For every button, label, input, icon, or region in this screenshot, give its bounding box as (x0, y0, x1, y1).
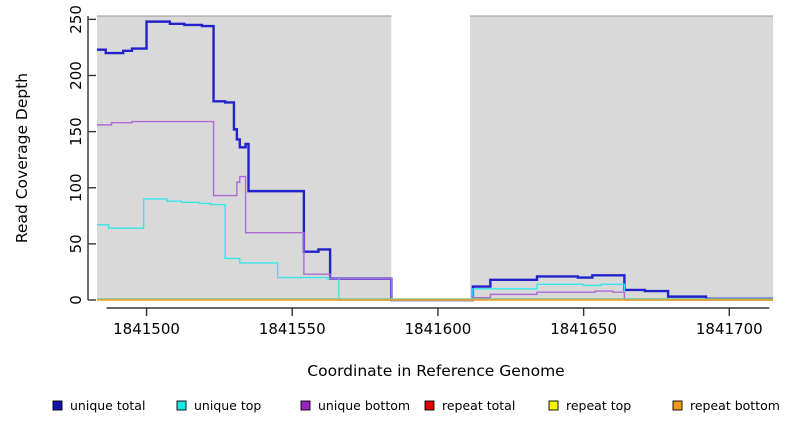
legend-swatch-unique-top (176, 400, 187, 411)
y-tick-label: 50 (67, 234, 85, 253)
y-tick-label: 0 (67, 295, 85, 305)
x-tick-label: 1841500 (113, 320, 180, 338)
legend-swatch-unique-total (52, 400, 63, 411)
x-tick-label: 1841700 (696, 320, 763, 338)
legend: unique total unique top unique bottom repea… (52, 398, 780, 413)
series-unique-top (97, 198, 773, 301)
legend-label-repeat-bottom: repeat bottom (690, 398, 780, 413)
x-tick-label: 1841600 (405, 320, 472, 338)
x-tick-label: 1841650 (550, 320, 617, 338)
legend-swatch-unique-bottom (300, 400, 311, 411)
repeat-region-left (97, 16, 392, 300)
legend-label-unique-bottom: unique bottom (318, 398, 410, 413)
legend-label-repeat-top: repeat top (566, 398, 631, 413)
y-axis-title: Read Coverage Depth (13, 73, 31, 243)
x-tick-label: 1841550 (259, 320, 326, 338)
repeat-region-right (469, 16, 773, 300)
series-unique-total (97, 20, 773, 302)
legend-swatch-repeat-bottom (672, 400, 683, 411)
legend-swatch-repeat-total (424, 400, 435, 411)
y-tick-label: 250 (67, 5, 85, 34)
shaded-regions (97, 15, 773, 300)
y-axis: 0 50 100 150 200 250 (67, 5, 96, 305)
y-tick-label: 100 (67, 173, 85, 202)
x-axis-title: Coordinate in Reference Genome (307, 362, 564, 380)
series-unique-bottom (97, 120, 773, 301)
legend-label-unique-total: unique total (70, 398, 145, 413)
legend-swatch-repeat-top (548, 400, 559, 411)
y-tick-label: 150 (67, 117, 85, 146)
legend-label-unique-top: unique top (194, 398, 261, 413)
series-group (97, 20, 773, 302)
x-axis: 1841500 1841550 1841600 1841650 1841700 (106, 307, 770, 338)
y-tick-label: 200 (67, 61, 85, 90)
legend-label-repeat-total: repeat total (442, 398, 515, 413)
